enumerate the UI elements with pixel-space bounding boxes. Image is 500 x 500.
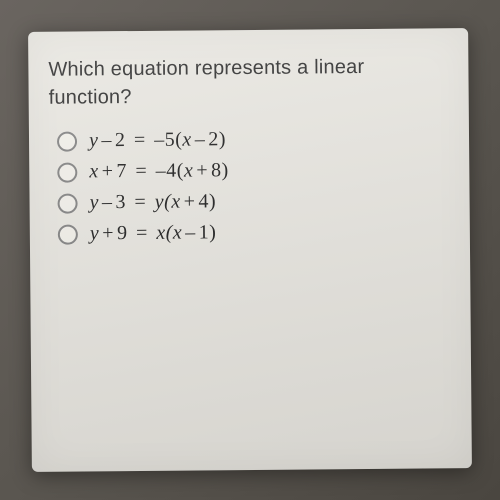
option-equation: y+9 = x(x–1)	[90, 221, 217, 245]
question-card: Which equation represents a linear funct…	[28, 28, 472, 472]
option-row[interactable]: y+9 = x(x–1)	[58, 219, 450, 245]
radio-icon[interactable]	[57, 193, 77, 213]
option-equation: y–3 = y(x+4)	[89, 190, 216, 214]
question-prompt: Which equation represents a linear funct…	[48, 52, 448, 111]
option-row[interactable]: y–3 = y(x+4)	[57, 188, 449, 214]
radio-icon[interactable]	[58, 224, 78, 244]
options-list: y–2 = –5(x–2) x+7 = –4(x+8) y–3 = y(x+4)	[49, 126, 450, 245]
radio-icon[interactable]	[57, 162, 77, 182]
option-row[interactable]: y–2 = –5(x–2)	[57, 126, 449, 152]
option-row[interactable]: x+7 = –4(x+8)	[57, 157, 449, 183]
option-equation: y–2 = –5(x–2)	[89, 128, 226, 152]
option-equation: x+7 = –4(x+8)	[89, 159, 229, 183]
radio-icon[interactable]	[57, 131, 77, 151]
